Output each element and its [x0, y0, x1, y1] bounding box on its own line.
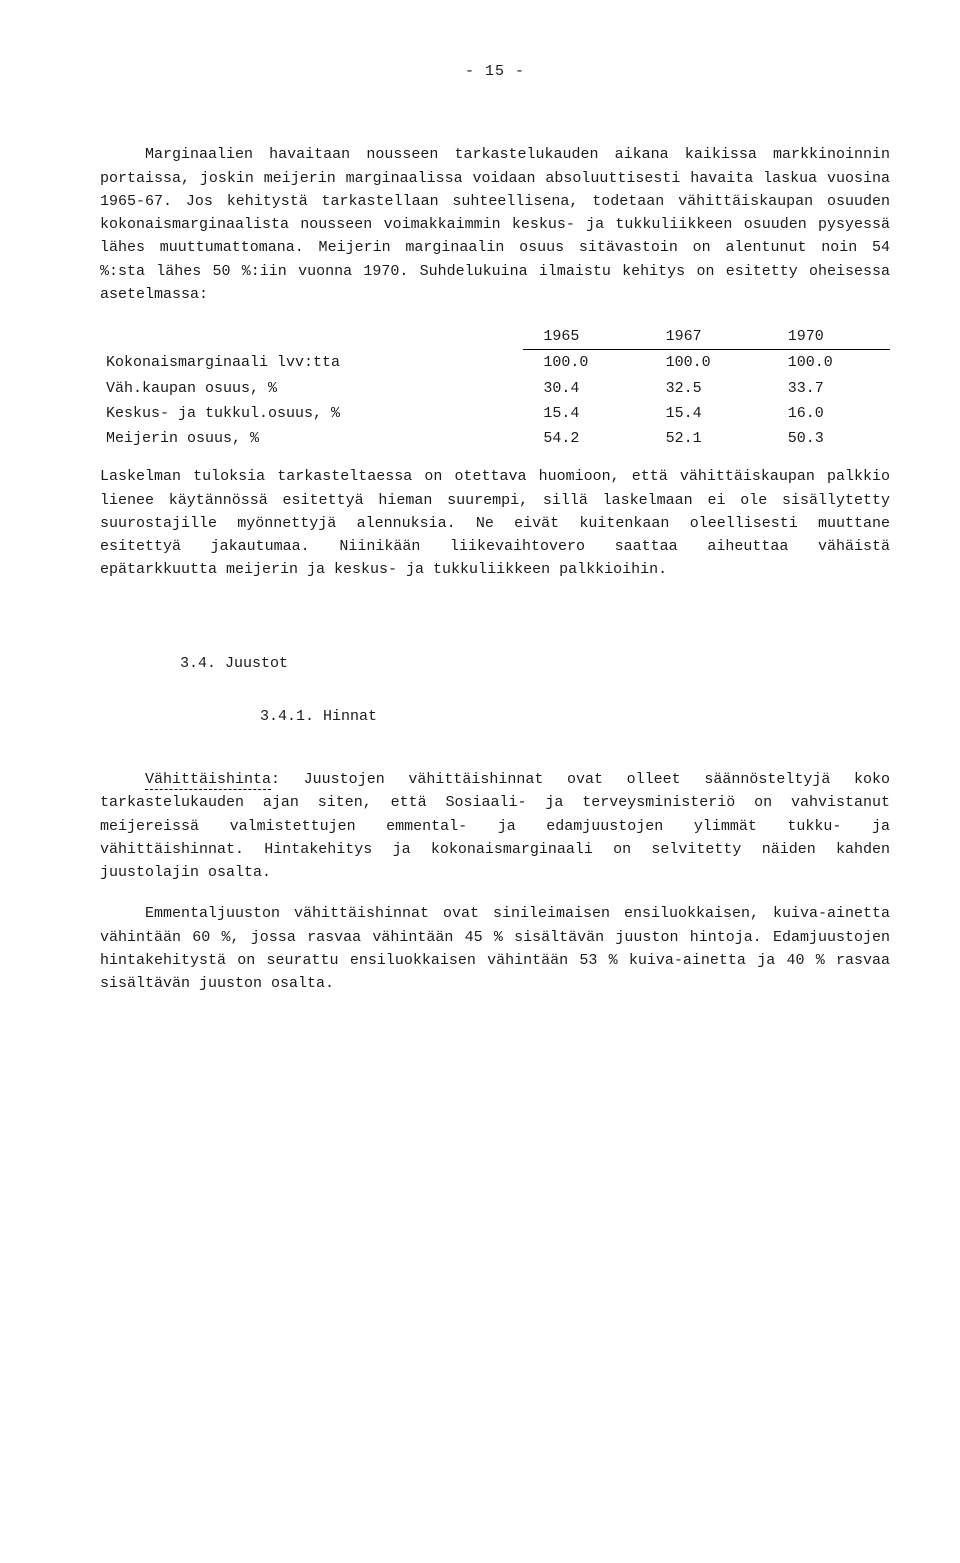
table-row-label: Keskus- ja tukkul.osuus, % [100, 401, 523, 426]
data-table: 1965 1967 1970 Kokonaismarginaali lvv:tt… [100, 324, 890, 451]
page-number: - 15 - [100, 60, 890, 83]
table-cell: 32.5 [646, 376, 768, 401]
table-row-label: Kokonaismarginaali lvv:tta [100, 350, 523, 376]
table-header-row: 1965 1967 1970 [100, 324, 890, 350]
subsection-heading: 3.4.1. Hinnat [260, 705, 890, 728]
section-heading: 3.4. Juustot [180, 652, 890, 675]
table-header-year: 1965 [523, 324, 645, 350]
table-header-blank [100, 324, 523, 350]
table-row-label: Väh.kaupan osuus, % [100, 376, 523, 401]
table-cell: 30.4 [523, 376, 645, 401]
table-row: Kokonaismarginaali lvv:tta 100.0 100.0 1… [100, 350, 890, 376]
table-header-year: 1970 [768, 324, 890, 350]
table-row: Meijerin osuus, % 54.2 52.1 50.3 [100, 426, 890, 451]
table-cell: 15.4 [646, 401, 768, 426]
table-row-label: Meijerin osuus, % [100, 426, 523, 451]
table-row: Keskus- ja tukkul.osuus, % 15.4 15.4 16.… [100, 401, 890, 426]
table-cell: 16.0 [768, 401, 890, 426]
table-row: Väh.kaupan osuus, % 30.4 32.5 33.7 [100, 376, 890, 401]
paragraph-3: Vähittäishinta: Juustojen vähittäishinna… [100, 768, 890, 884]
table-cell: 54.2 [523, 426, 645, 451]
table-cell: 15.4 [523, 401, 645, 426]
table-cell: 100.0 [523, 350, 645, 376]
table-cell: 33.7 [768, 376, 890, 401]
table-header-year: 1967 [646, 324, 768, 350]
paragraph-2: Laskelman tuloksia tarkasteltaessa on ot… [100, 465, 890, 581]
underlined-term: Vähittäishinta [145, 771, 271, 790]
table-cell: 100.0 [768, 350, 890, 376]
table-cell: 50.3 [768, 426, 890, 451]
table-cell: 52.1 [646, 426, 768, 451]
table-cell: 100.0 [646, 350, 768, 376]
paragraph-1: Marginaalien havaitaan nousseen tarkaste… [100, 143, 890, 306]
paragraph-4: Emmentaljuuston vähittäishinnat ovat sin… [100, 902, 890, 995]
